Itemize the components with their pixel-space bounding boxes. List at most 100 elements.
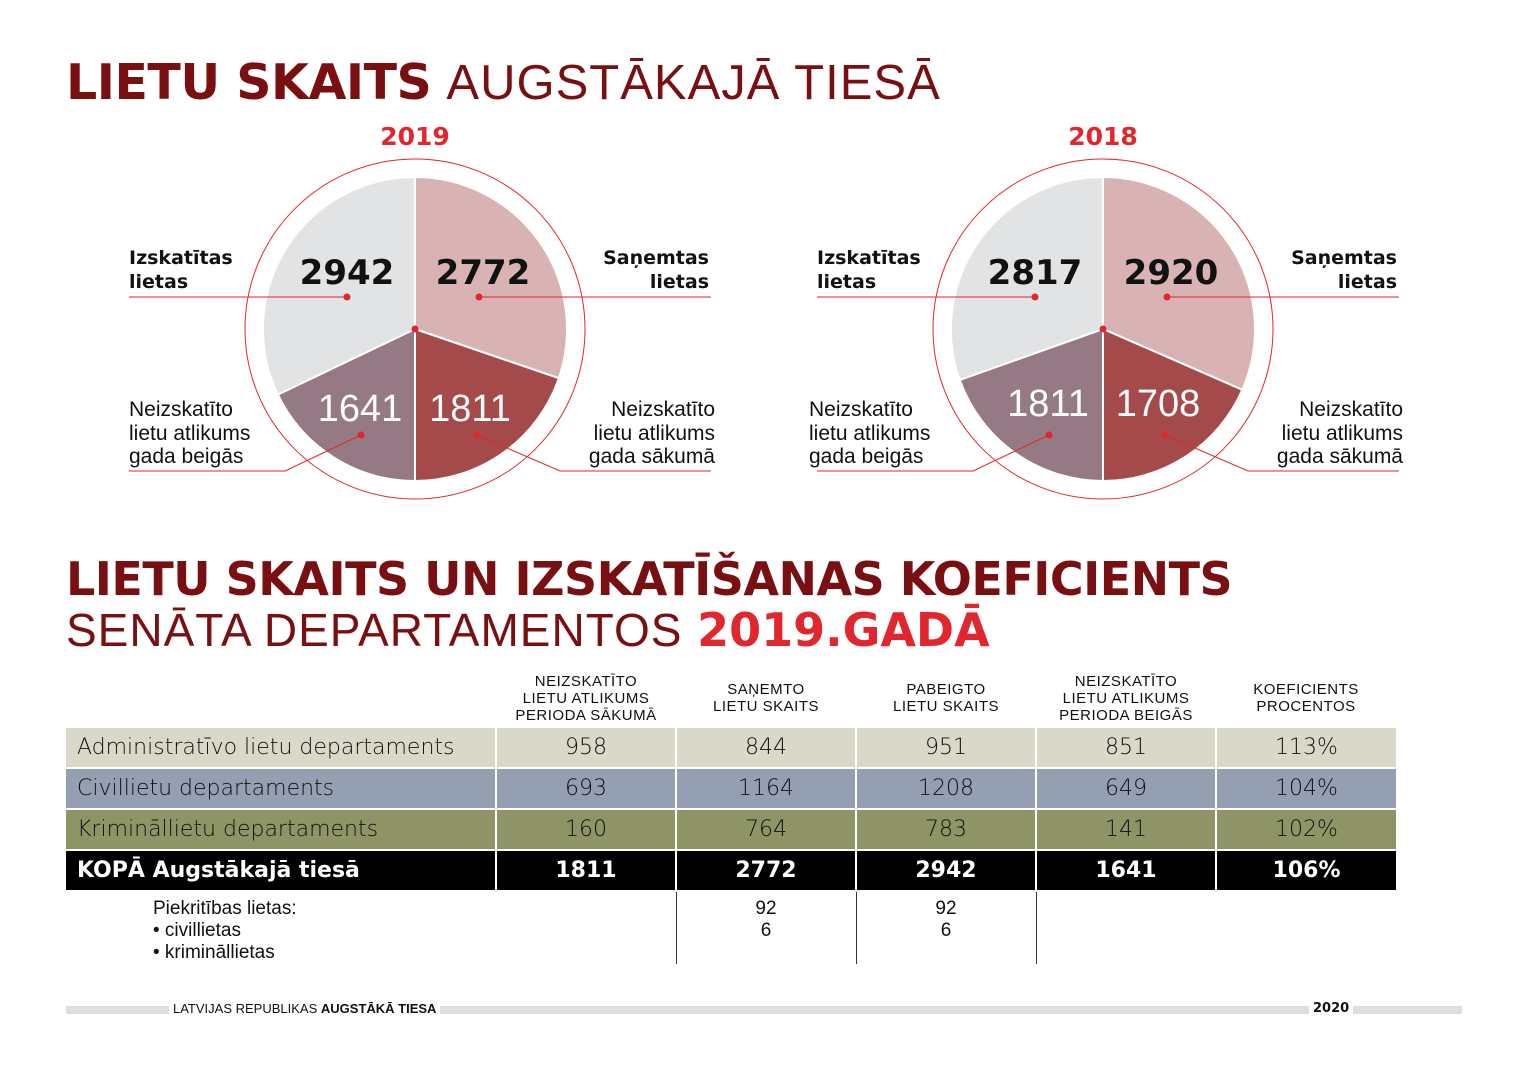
pie-value-sanemtas: 2920 <box>1124 253 1219 293</box>
table-row: Administratīvo lietu departaments 958 844 9… <box>66 728 1396 769</box>
column-header-2: SAŅEMTO LIETU SKAITS <box>676 668 856 728</box>
sub-line: • krimināllietas <box>153 942 275 963</box>
table-heading-year: 2019.GADĀ <box>697 603 990 657</box>
pie-ring <box>244 158 586 500</box>
label-sakuma-1: Neizskatīto <box>611 398 715 421</box>
footer-year: 2020 <box>1309 1001 1354 1016</box>
label-izskatitas-2: lietas <box>817 271 876 293</box>
pie-center-dot <box>411 325 419 333</box>
footer-bar <box>66 1006 1462 1014</box>
pie-value-sakuma: 1708 <box>1116 383 1201 425</box>
pie-value-sakuma: 1811 <box>429 388 511 430</box>
table-heading-light: SENĀTA DEPARTAMENTOS <box>66 604 683 656</box>
column-header-line: KOEFICIENTS <box>1253 681 1359 698</box>
main-heading: LIETU SKAITS AUGSTĀKAJĀ TIESĀ <box>66 58 941 108</box>
table-cell: 141 <box>1036 809 1217 851</box>
label-beigas-1: Neizskatīto <box>129 398 233 421</box>
table-heading: LIETU SKAITS UN IZSKATĪŠANAS KOEFICIENTS <box>66 556 1233 602</box>
sub-line: 92 <box>755 898 777 919</box>
sub-line: 6 <box>940 920 952 941</box>
sub-line: • civillietas <box>153 920 241 941</box>
pie-value-beigas: 1811 <box>1007 383 1089 425</box>
leader-dot <box>1163 293 1171 301</box>
column-header-line: LIETU ATLIKUMS <box>522 689 650 707</box>
slice-sanemtas <box>414 175 568 380</box>
slice-beigas <box>276 327 416 483</box>
table-cell: 102% <box>1216 809 1396 851</box>
slice-beigas <box>958 327 1104 483</box>
column-header-4: NEIZSKATĪTO LIETU ATLIKUMS PERIODA BEIGĀS <box>1036 668 1216 728</box>
footer: LATVIJAS REPUBLIKAS AUGSTĀKĀ TIESA 2020 <box>66 1001 1462 1016</box>
label-beigas-3: gada beigās <box>129 445 243 468</box>
table-cell: 951 <box>856 728 1037 769</box>
column-header-5: KOEFICIENTS PROCENTOS <box>1216 668 1396 728</box>
table-cell: 844 <box>676 728 857 769</box>
column-header-line: PABEIGTO <box>906 681 986 698</box>
table-subheading: SENĀTA DEPARTAMENTOS 2019.GADĀ <box>66 607 990 653</box>
leader-dot <box>1045 431 1053 439</box>
table-cell: 104% <box>1216 768 1396 810</box>
slice-izskatitas <box>950 175 1104 382</box>
pie-value-beigas: 1641 <box>318 388 403 430</box>
footer-bold: AUGSTĀKĀ TIESA <box>320 1001 437 1016</box>
label-sakuma-2: lietu atlikums <box>594 422 715 445</box>
pie-center-dot <box>1099 325 1107 333</box>
column-header-line: LIETU SKAITS <box>712 698 820 715</box>
leader-dot <box>343 293 351 301</box>
label-sakuma-1: Neizskatīto <box>1299 398 1403 421</box>
table-row: Civillietu departaments 693 1164 1208 649 104… <box>66 768 1396 810</box>
pie-value-izskatitas: 2817 <box>988 253 1083 293</box>
column-header-line: NEIZSKATĪTO <box>534 672 638 690</box>
jurisdiction-received: 92 6 <box>675 891 857 964</box>
leader-line <box>1164 434 1399 472</box>
sub-line: 92 <box>935 898 957 919</box>
column-header-line: PERIODA SĀKUMĀ <box>515 706 657 724</box>
leader-dot <box>1031 293 1039 301</box>
table-cell: 958 <box>496 728 677 769</box>
column-header-3: PABEIGTO LIETU SKAITS <box>856 668 1036 728</box>
department-name: Krimināllietu departaments <box>66 809 497 851</box>
jurisdiction-completed: 92 6 <box>856 891 1037 964</box>
slice-sanemtas <box>1102 175 1256 392</box>
column-header-line: PROCENTOS <box>1256 698 1356 715</box>
leader-dot <box>357 431 365 439</box>
heading-bold: LIETU SKAITS <box>66 54 432 111</box>
empty-header <box>66 668 496 728</box>
pie-value-sanemtas: 2772 <box>436 253 531 293</box>
table-cell: 693 <box>496 768 677 810</box>
department-table: NEIZSKATĪTO LIETU ATLIKUMS PERIODA SĀKUMĀ S… <box>66 668 1396 964</box>
pie-ring <box>932 158 1274 500</box>
department-name: Civillietu departaments <box>66 768 497 810</box>
table-cell: 1208 <box>856 768 1037 810</box>
label-izskatitas-2: lietas <box>129 271 188 293</box>
leader-dot <box>473 431 481 439</box>
label-sanemtas-2: lietas <box>650 271 709 293</box>
table-cell: 1164 <box>676 768 857 810</box>
jurisdiction-empty <box>1216 891 1396 964</box>
pie-year-title: 2019 <box>380 122 450 151</box>
table-cell: 649 <box>1036 768 1217 810</box>
leader-dot <box>475 293 483 301</box>
jurisdiction-row: Piekritības lietas: • civillietas • krimin… <box>66 891 1396 964</box>
jurisdiction-label: Piekritības lietas: • civillietas • krimin… <box>66 891 676 964</box>
slice-izskatitas <box>262 175 416 396</box>
column-header-line: LIETU SKAITS <box>892 698 1000 715</box>
label-sanemtas-1: Saņemtas <box>1291 247 1397 269</box>
table-cell: 2942 <box>856 850 1037 892</box>
sub-line: Piekritības lietas: <box>153 898 297 919</box>
table-heading-line1: LIETU SKAITS UN IZSKATĪŠANAS KOEFICIENTS <box>66 552 1233 606</box>
leader-line <box>476 434 711 472</box>
label-izskatitas-1: Izskatītas <box>817 247 921 269</box>
label-sakuma-2: lietu atlikums <box>1282 422 1403 445</box>
table-cell: 764 <box>676 809 857 851</box>
jurisdiction-empty <box>1036 891 1216 964</box>
slice-sakuma <box>1102 327 1244 483</box>
label-izskatitas-1: Izskatītas <box>129 247 233 269</box>
table-cell: 1641 <box>1036 850 1217 892</box>
slice-sakuma <box>414 327 561 483</box>
table-cell: 783 <box>856 809 1037 851</box>
label-sakuma-3: gada sākumā <box>1277 445 1403 468</box>
